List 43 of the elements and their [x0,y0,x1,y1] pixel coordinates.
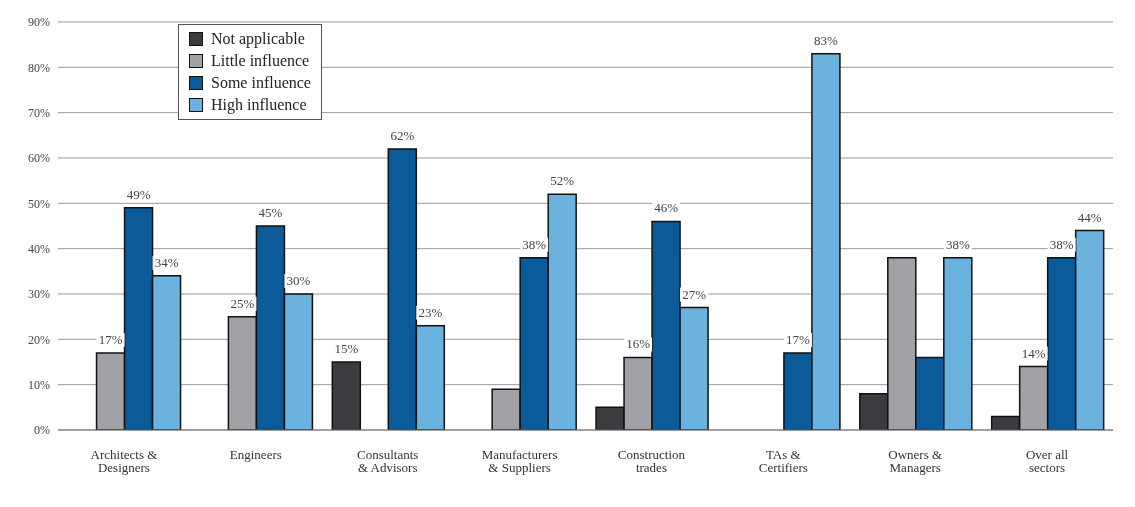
data-label: 46% [654,200,679,216]
x-tick-label: TAs & Certifiers [758,447,808,476]
data-label: 44% [1077,209,1102,225]
data-label: 83% [814,32,838,48]
data-label: 14% [1021,345,1046,361]
legend-label: Little influence [211,51,310,71]
x-tick-label: Construction trades [617,447,686,476]
x-tick-label: Architects & Designers [90,447,158,476]
data-label: 52% [550,173,575,189]
data-label: 17% [786,331,810,347]
y-tick-label: 40% [28,241,50,256]
data-label: 23% [418,304,443,320]
y-tick-label: 80% [28,60,50,75]
x-tick-label: Engineers [229,447,282,463]
data-label: 17% [98,331,123,347]
data-label: 16% [626,336,651,352]
y-tick-label: 10% [28,377,50,392]
data-label: 27% [682,286,707,302]
legend-label: High influence [211,95,307,116]
legend-label: Not applicable [211,29,305,50]
x-tick-label: Owners & Managers [888,447,943,476]
x-tick-label: Over all sectors [1025,447,1069,476]
x-tick-label: Manufacturers & Suppliers [481,447,558,476]
data-label: 38% [945,236,970,252]
x-tick-label: Consultants & Advisors [356,447,419,476]
y-tick-label: 20% [28,332,50,347]
data-label: 15% [334,341,359,356]
y-tick-label: 70% [28,105,50,120]
data-label: 34% [154,254,179,270]
y-tick-label: 90% [28,15,50,30]
data-label: 38% [1049,236,1074,252]
data-label: 30% [286,273,311,288]
data-label: 49% [126,186,151,202]
y-tick-label: 60% [28,151,50,166]
y-tick-label: 30% [28,287,50,302]
data-label: 25% [230,295,255,311]
bar [331,361,362,430]
data-label: 62% [390,127,415,143]
legend-label: Some influence [211,73,311,93]
y-tick-label: 50% [28,196,50,211]
data-label: 45% [258,205,283,220]
data-label: 38% [522,236,547,252]
y-tick-label: 0% [34,423,50,438]
